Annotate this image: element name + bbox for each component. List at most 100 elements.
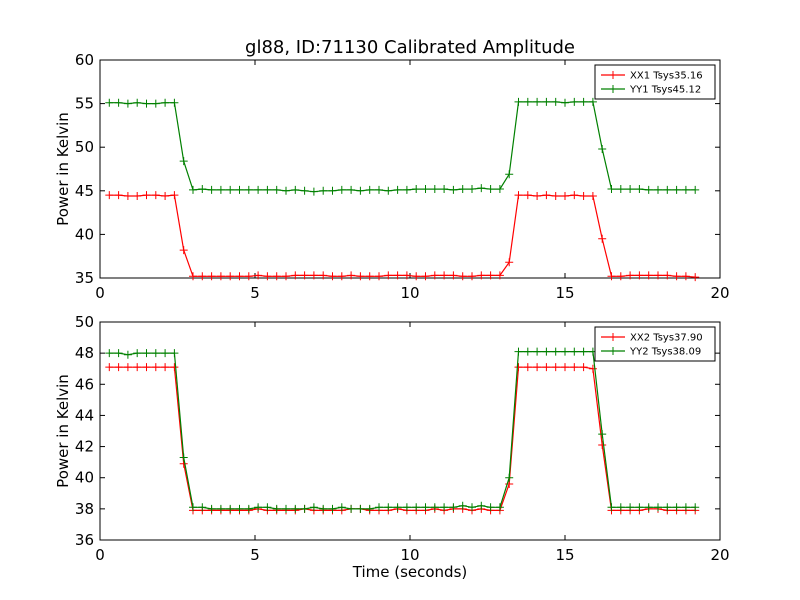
- x-tick-label: 20: [710, 546, 729, 564]
- data-point: [300, 504, 309, 513]
- data-point: [263, 503, 272, 512]
- data-point: [430, 271, 439, 280]
- data-point: [123, 350, 132, 359]
- data-point: [142, 191, 151, 200]
- data-point: [681, 503, 690, 512]
- data-point: [309, 503, 318, 512]
- data-point: [402, 185, 411, 194]
- data-point: [207, 185, 216, 194]
- data-point: [533, 347, 542, 356]
- data-point: [644, 503, 653, 512]
- data-point: [468, 185, 476, 194]
- y-tick-label: 55: [75, 95, 94, 113]
- data-point: [375, 272, 383, 281]
- data-point: [551, 192, 560, 201]
- data-point: [309, 187, 318, 196]
- data-point: [421, 185, 430, 194]
- data-point: [170, 98, 179, 107]
- data-point: [570, 191, 579, 200]
- data-point: [235, 504, 244, 513]
- data-point: [663, 271, 672, 280]
- y-tick-label: 40: [75, 225, 94, 243]
- data-point: [244, 185, 253, 194]
- data-point: [588, 192, 597, 201]
- data-point: [384, 271, 393, 280]
- data-point: [393, 185, 402, 194]
- data-point: [151, 349, 160, 358]
- data-point: [663, 185, 672, 194]
- data-point: [189, 272, 197, 281]
- data-point: [523, 347, 532, 356]
- data-point: [421, 272, 430, 281]
- data-point: [514, 97, 523, 106]
- data-point: [402, 271, 411, 280]
- y-tick-label: 50: [75, 313, 94, 331]
- data-point: [635, 185, 644, 194]
- data-point: [254, 271, 263, 280]
- data-point: [365, 185, 374, 194]
- data-point: [263, 272, 272, 281]
- data-point: [533, 97, 542, 106]
- data-point: [142, 363, 151, 372]
- data-point: [244, 504, 253, 513]
- data-point: [216, 185, 225, 194]
- legend-marker: [609, 333, 617, 341]
- data-point: [626, 185, 635, 194]
- data-point: [384, 186, 393, 195]
- data-point: [337, 503, 346, 512]
- data-point: [505, 473, 514, 482]
- data-point: [412, 185, 421, 194]
- data-point: [570, 347, 579, 356]
- data-point: [300, 186, 309, 195]
- data-point: [282, 504, 290, 513]
- data-point: [226, 504, 235, 513]
- data-point: [328, 186, 337, 195]
- y-tick-label: 35: [75, 269, 94, 287]
- data-point: [551, 347, 560, 356]
- data-point: [505, 258, 514, 267]
- data-point: [105, 191, 114, 200]
- series-line-1-1: [109, 351, 696, 510]
- data-point: [477, 501, 486, 510]
- data-point: [170, 191, 179, 200]
- data-point: [468, 503, 476, 512]
- data-point: [468, 272, 476, 281]
- data-point: [282, 272, 290, 281]
- data-point: [635, 271, 644, 280]
- data-point: [681, 272, 690, 281]
- data-point: [579, 363, 588, 372]
- data-point: [319, 271, 328, 280]
- data-point: [523, 363, 532, 372]
- data-point: [319, 186, 328, 195]
- data-point: [458, 501, 467, 510]
- y-axis-label: Power in Kelvin: [54, 374, 72, 488]
- data-point: [216, 504, 225, 513]
- data-point: [523, 97, 532, 106]
- data-point: [402, 503, 411, 512]
- data-point: [328, 504, 337, 513]
- data-point: [440, 271, 449, 280]
- data-point: [663, 503, 672, 512]
- data-point: [161, 192, 170, 201]
- data-point: [337, 272, 346, 281]
- data-point: [523, 191, 532, 200]
- legend-box: [594, 326, 716, 362]
- legend-marker: [609, 71, 617, 79]
- data-point: [300, 271, 309, 280]
- data-point: [375, 185, 383, 194]
- data-point: [607, 272, 616, 281]
- data-point: [170, 349, 179, 358]
- data-point: [365, 504, 374, 513]
- data-point: [142, 349, 151, 358]
- data-point: [291, 504, 300, 513]
- data-point: [588, 97, 597, 106]
- data-point: [616, 272, 625, 281]
- data-point: [161, 363, 170, 372]
- data-point: [235, 185, 244, 194]
- data-point: [347, 271, 356, 280]
- data-point: [486, 185, 495, 194]
- x-tick-label: 5: [250, 546, 260, 564]
- data-point: [542, 363, 551, 372]
- data-point: [449, 503, 458, 512]
- data-point: [347, 504, 356, 513]
